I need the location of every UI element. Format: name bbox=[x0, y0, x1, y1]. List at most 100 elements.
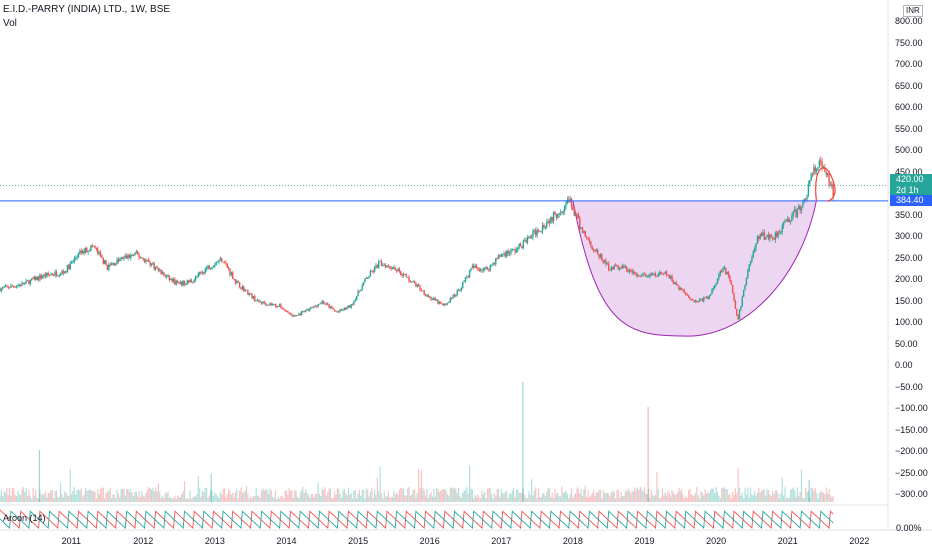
candle-body bbox=[284, 309, 286, 311]
symbol-title[interactable]: E.I.D.-PARRY (INDIA) LTD., 1W, BSE bbox=[3, 4, 171, 15]
volume-bar bbox=[690, 494, 692, 502]
volume-bar bbox=[583, 489, 585, 502]
candle-body bbox=[400, 271, 402, 275]
candle-body bbox=[415, 283, 417, 287]
candle-body bbox=[675, 282, 677, 285]
candle-body bbox=[68, 265, 70, 270]
candle-body bbox=[744, 284, 746, 290]
candle-body bbox=[57, 275, 59, 277]
volume-bar bbox=[239, 490, 241, 502]
candle-body bbox=[335, 310, 337, 312]
candle-body bbox=[551, 217, 553, 221]
volume-bar bbox=[832, 496, 834, 502]
candle-body bbox=[270, 303, 273, 306]
candle-body bbox=[554, 211, 556, 214]
candle-body bbox=[500, 254, 502, 257]
candle-body bbox=[547, 221, 549, 223]
candle-body bbox=[355, 296, 358, 301]
volume-bar bbox=[584, 485, 586, 502]
candle-body bbox=[313, 305, 315, 308]
volume-bar bbox=[493, 493, 496, 502]
candle-body bbox=[658, 271, 661, 275]
volume-label[interactable]: Vol bbox=[3, 18, 17, 29]
volume-bar bbox=[21, 489, 23, 502]
candle-body bbox=[481, 269, 483, 271]
horizontal-level-line[interactable] bbox=[0, 185, 888, 202]
volume-bar bbox=[7, 495, 9, 502]
volume-bar bbox=[787, 497, 789, 502]
volume-bar bbox=[576, 487, 578, 502]
volume-bar bbox=[137, 496, 139, 502]
volume-bar bbox=[409, 495, 411, 502]
volume-bar bbox=[435, 487, 438, 502]
candle-body bbox=[295, 315, 297, 317]
candle-body bbox=[755, 243, 757, 249]
candle-body bbox=[643, 274, 646, 275]
volume-bar bbox=[595, 492, 597, 502]
cup-pattern-drawing[interactable] bbox=[572, 200, 817, 337]
volume-bar bbox=[393, 490, 395, 502]
volume-bar bbox=[522, 487, 524, 502]
volume-bar bbox=[345, 492, 347, 502]
volume-bar bbox=[807, 490, 809, 502]
volume-bar bbox=[76, 490, 78, 502]
candle-body bbox=[125, 255, 128, 259]
candle-body bbox=[15, 286, 18, 288]
price-axis-tick: 350.00 bbox=[895, 209, 923, 220]
candle-body bbox=[84, 247, 87, 254]
candle-body bbox=[37, 277, 40, 280]
candle-body bbox=[215, 262, 217, 265]
candle-body bbox=[625, 266, 628, 271]
candle-body bbox=[167, 275, 169, 277]
volume-bar bbox=[6, 488, 8, 502]
candle-body bbox=[669, 276, 672, 279]
volume-bar bbox=[598, 490, 600, 502]
candle-body bbox=[249, 293, 252, 295]
candle-body bbox=[81, 250, 84, 254]
volume-bar bbox=[686, 498, 688, 502]
candle-body bbox=[258, 299, 260, 302]
currency-badge[interactable]: INR bbox=[903, 5, 923, 17]
candle-body bbox=[526, 237, 529, 243]
candle-body bbox=[404, 274, 406, 275]
candle-body bbox=[178, 283, 180, 284]
time-axis-tick: 2011 bbox=[61, 536, 81, 546]
volume-bar bbox=[453, 488, 456, 502]
volume-bar bbox=[53, 498, 55, 502]
candle-body bbox=[298, 313, 300, 316]
volume-bar bbox=[294, 490, 296, 502]
volume-spike bbox=[38, 450, 40, 502]
volume-bar bbox=[799, 491, 801, 502]
volume-bar bbox=[707, 492, 709, 502]
volume-bar bbox=[340, 497, 343, 502]
volume-bar bbox=[401, 487, 403, 502]
volume-bar bbox=[193, 496, 195, 502]
candle-body bbox=[557, 214, 559, 218]
volume-bar bbox=[413, 489, 416, 502]
volume-bar bbox=[50, 489, 52, 502]
candle-body bbox=[289, 313, 292, 315]
candle-body bbox=[277, 306, 279, 307]
candle-body bbox=[424, 294, 427, 296]
volume-bar bbox=[351, 498, 354, 502]
candle-body bbox=[296, 315, 299, 316]
volume-bar bbox=[608, 493, 610, 502]
candle-body bbox=[119, 258, 121, 262]
candle-body bbox=[375, 265, 377, 268]
volume-bar bbox=[124, 495, 126, 502]
candle-body bbox=[811, 174, 814, 175]
volume-bar bbox=[555, 494, 557, 502]
candle-body bbox=[769, 234, 771, 240]
volume-bar bbox=[681, 488, 683, 502]
candle-body bbox=[210, 268, 212, 270]
candle-body bbox=[207, 265, 209, 269]
handle-pattern-drawing[interactable] bbox=[815, 167, 836, 202]
volume-bar bbox=[0, 489, 2, 502]
candle-body bbox=[349, 305, 351, 308]
volume-bar bbox=[266, 490, 268, 502]
volume-bar bbox=[712, 489, 714, 502]
candle-body bbox=[124, 255, 127, 257]
aroon-label[interactable]: Aroon (14) bbox=[3, 513, 46, 523]
candle-body bbox=[389, 266, 391, 268]
